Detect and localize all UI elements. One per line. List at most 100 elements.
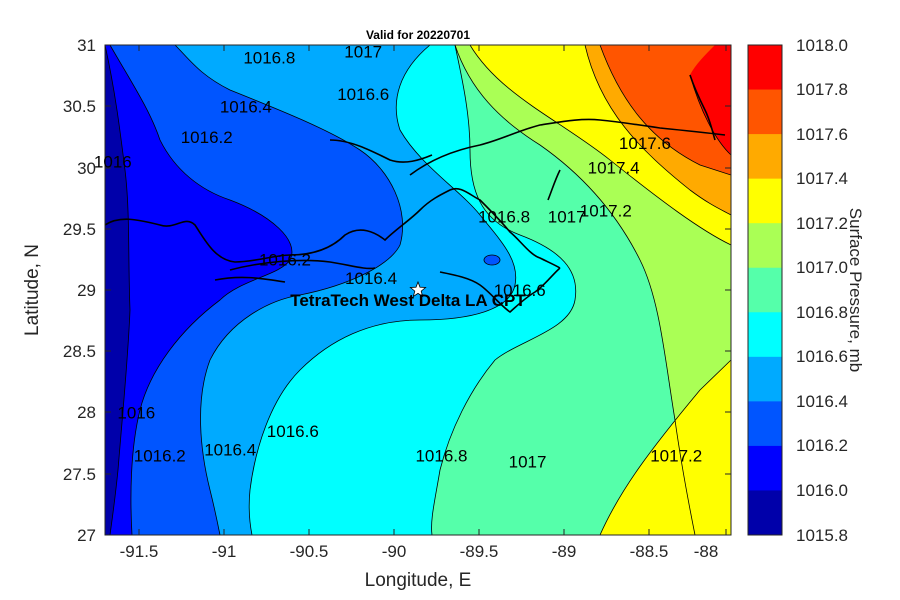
y-tick-label: 27.5: [63, 465, 96, 484]
colorbar-tick-label: 1016.2: [796, 436, 848, 455]
contour-line-1017-0: [454, 45, 696, 535]
y-tick-label: 28.5: [63, 342, 96, 361]
contour-label: 1016: [117, 404, 155, 423]
colorbar-band: [748, 223, 782, 269]
contour-label: 1016.2: [134, 447, 186, 466]
station-label: TetraTech West Delta LA CPT: [290, 291, 526, 310]
station-star-icon: [409, 280, 427, 298]
y-tick-label: 30.5: [63, 97, 96, 116]
coastline-marsh: [229, 259, 376, 271]
x-tick-label: -91: [212, 542, 237, 561]
contour-label: 1016: [94, 153, 132, 172]
x-tick-label: -88: [694, 542, 719, 561]
band-1017-8: [690, 45, 731, 155]
band-1016-0: [105, 45, 292, 535]
coastline-main: [105, 187, 561, 269]
station-layer: TetraTech West Delta LA CPT: [290, 280, 526, 310]
contour-label: 1016.6: [337, 85, 389, 104]
y-axis-label: Latitude, N: [22, 244, 43, 336]
contour-line-1016-8: [431, 45, 577, 535]
x-tick-label: -91.5: [120, 542, 159, 561]
chart-title: Valid for 20220701: [366, 28, 470, 42]
colorbar-tick-label: 1017.4: [796, 169, 848, 188]
coastline: [105, 74, 726, 314]
contour-label: 1017.2: [580, 202, 632, 221]
contour-line-1017-2-south: [599, 359, 731, 535]
y-tick-label: 31: [77, 36, 96, 55]
colorbar: [748, 45, 782, 536]
contour-line-1016-6: [248, 45, 517, 535]
contour-label: 1016.6: [267, 422, 319, 441]
contour-label: 1016.2: [259, 251, 311, 270]
contour-label: 1017: [344, 42, 382, 61]
contour-label: 1017.4: [588, 159, 640, 178]
contour-label: 1017.2: [650, 447, 702, 466]
x-tick-label: -90.5: [290, 542, 329, 561]
colorbar-band: [748, 490, 782, 536]
colorbar-band: [748, 356, 782, 402]
coastline-east: [409, 118, 726, 176]
y-tick-label: 30: [77, 159, 96, 178]
colorbar-tick-label: 1016.6: [796, 347, 848, 366]
x-tick-label: -90: [382, 542, 407, 561]
contour-label: 1016.8: [243, 48, 295, 67]
y-tick-label: 27: [77, 526, 96, 545]
coastline-delta: [439, 267, 561, 314]
colorbar-band: [748, 89, 782, 135]
contour-line-1017-4: [584, 45, 731, 216]
colorbar-band: [748, 134, 782, 180]
contour-line-1017-6: [599, 45, 731, 176]
colorbar-tick-label: 1017.2: [796, 214, 848, 233]
contour-label: 1016.8: [415, 447, 467, 466]
coastline-chandeleur: [547, 169, 561, 201]
y-tick-label: 28: [77, 403, 96, 422]
contour-label: 1016.6: [494, 281, 546, 300]
band-1016-2: [105, 45, 403, 535]
coastline-mobile-bay: [689, 74, 716, 141]
contour-label: 1016.4: [220, 97, 272, 116]
x-tick-label: -89.5: [460, 542, 499, 561]
colorbar-tick-label: 1017.8: [796, 80, 848, 99]
colorbar-tick-label: 1017.6: [796, 125, 848, 144]
contour-fills: [105, 45, 731, 535]
colorbar-tick-label: 1017.0: [796, 258, 848, 277]
y-tick-marks: [105, 44, 731, 536]
contour-label-layer: 1016.8 1017 1016.6 1016.4 1016.2 1016 1017.6 10…: [94, 42, 702, 471]
colorbar-band: [748, 445, 782, 491]
colorbar-tick-label: 1018.0: [796, 36, 848, 55]
contour-label: 1017: [548, 208, 586, 227]
colorbar-band: [748, 401, 782, 447]
colorbar-band: [748, 178, 782, 224]
contour-line-1016-4: [174, 45, 403, 535]
colorbar-tick-label: 1016.4: [796, 392, 848, 411]
band-1017-2-south: [600, 360, 731, 535]
y-tick-label: 29: [77, 281, 96, 300]
band-1015-8: [105, 45, 130, 535]
x-tick-marks: [138, 45, 727, 535]
colorbar-tick-label: 1016.8: [796, 303, 848, 322]
colorbar-band: [748, 267, 782, 313]
colorbar-band: [748, 312, 782, 358]
contour-label: 1016.8: [478, 208, 530, 227]
colorbar-label: Surface Pressure, mb: [846, 208, 865, 372]
contour-label: 1017.6: [619, 134, 671, 153]
contour-line-1017-2: [469, 45, 731, 246]
colorbar-tick-label: 1016.0: [796, 481, 848, 500]
x-tick-label: -89: [552, 542, 577, 561]
colorbar-frame: [747, 44, 783, 536]
lake-shore: [329, 139, 433, 163]
contour-label: 1016.4: [345, 269, 397, 288]
contour-lines: [105, 45, 731, 535]
y-tick-label: 29.5: [63, 220, 96, 239]
contour-line-1016-0: [105, 45, 131, 535]
colorbar-band: [748, 45, 782, 91]
contour-label: 1016.2: [181, 128, 233, 147]
x-tick-label: -88.5: [630, 542, 669, 561]
colorbar-tick-label: 1015.8: [796, 526, 848, 545]
contour-label: 1016.4: [204, 440, 256, 459]
contour-label: 1017: [509, 453, 547, 472]
contour-blob: [483, 254, 501, 266]
coastline-island: [214, 276, 286, 283]
x-axis-label: Longitude, E: [365, 570, 472, 591]
